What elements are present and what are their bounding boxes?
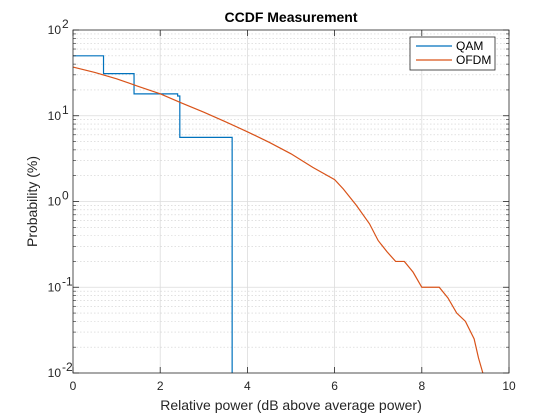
y-tick-label: 10 <box>48 195 62 209</box>
x-tick-label: 6 <box>331 379 338 393</box>
y-tick-label: 10 <box>48 366 62 380</box>
x-tick-label: 0 <box>70 379 77 393</box>
x-tick-label: 4 <box>244 379 251 393</box>
legend-box <box>409 36 496 71</box>
y-tick-exponent: 1 <box>62 103 69 117</box>
y-tick-exponent: -2 <box>62 360 73 374</box>
series-line-ofdm <box>72 66 484 374</box>
y-tick-label: 10 <box>48 280 62 294</box>
grid-layer <box>73 30 509 373</box>
legend-label-ofdm: OFDM <box>456 53 491 67</box>
y-tick-label: 10 <box>48 109 62 123</box>
y-tick-exponent: 0 <box>62 189 69 203</box>
series-line-qam <box>73 55 233 373</box>
y-tick-exponent: 2 <box>62 17 69 31</box>
x-tick-label: 10 <box>502 379 516 393</box>
chart-title: CCDF Measurement <box>224 9 357 25</box>
y-axis-label: Probability (%) <box>24 156 40 247</box>
y-tick-exponent: -1 <box>62 274 73 288</box>
x-tick-label: 8 <box>418 379 425 393</box>
y-tick-label: 10 <box>48 23 62 37</box>
x-axis-label: Relative power (dB above average power) <box>160 397 421 413</box>
plot-area <box>72 55 484 374</box>
ticks-layer <box>72 29 510 374</box>
labels-layer: 10 -210 -110 010 110 20 2 4 6 8 10 <box>48 17 516 393</box>
legend-label-qam: QAM <box>456 39 483 53</box>
legend: QAM OFDM <box>409 36 496 71</box>
x-tick-label: 2 <box>157 379 164 393</box>
